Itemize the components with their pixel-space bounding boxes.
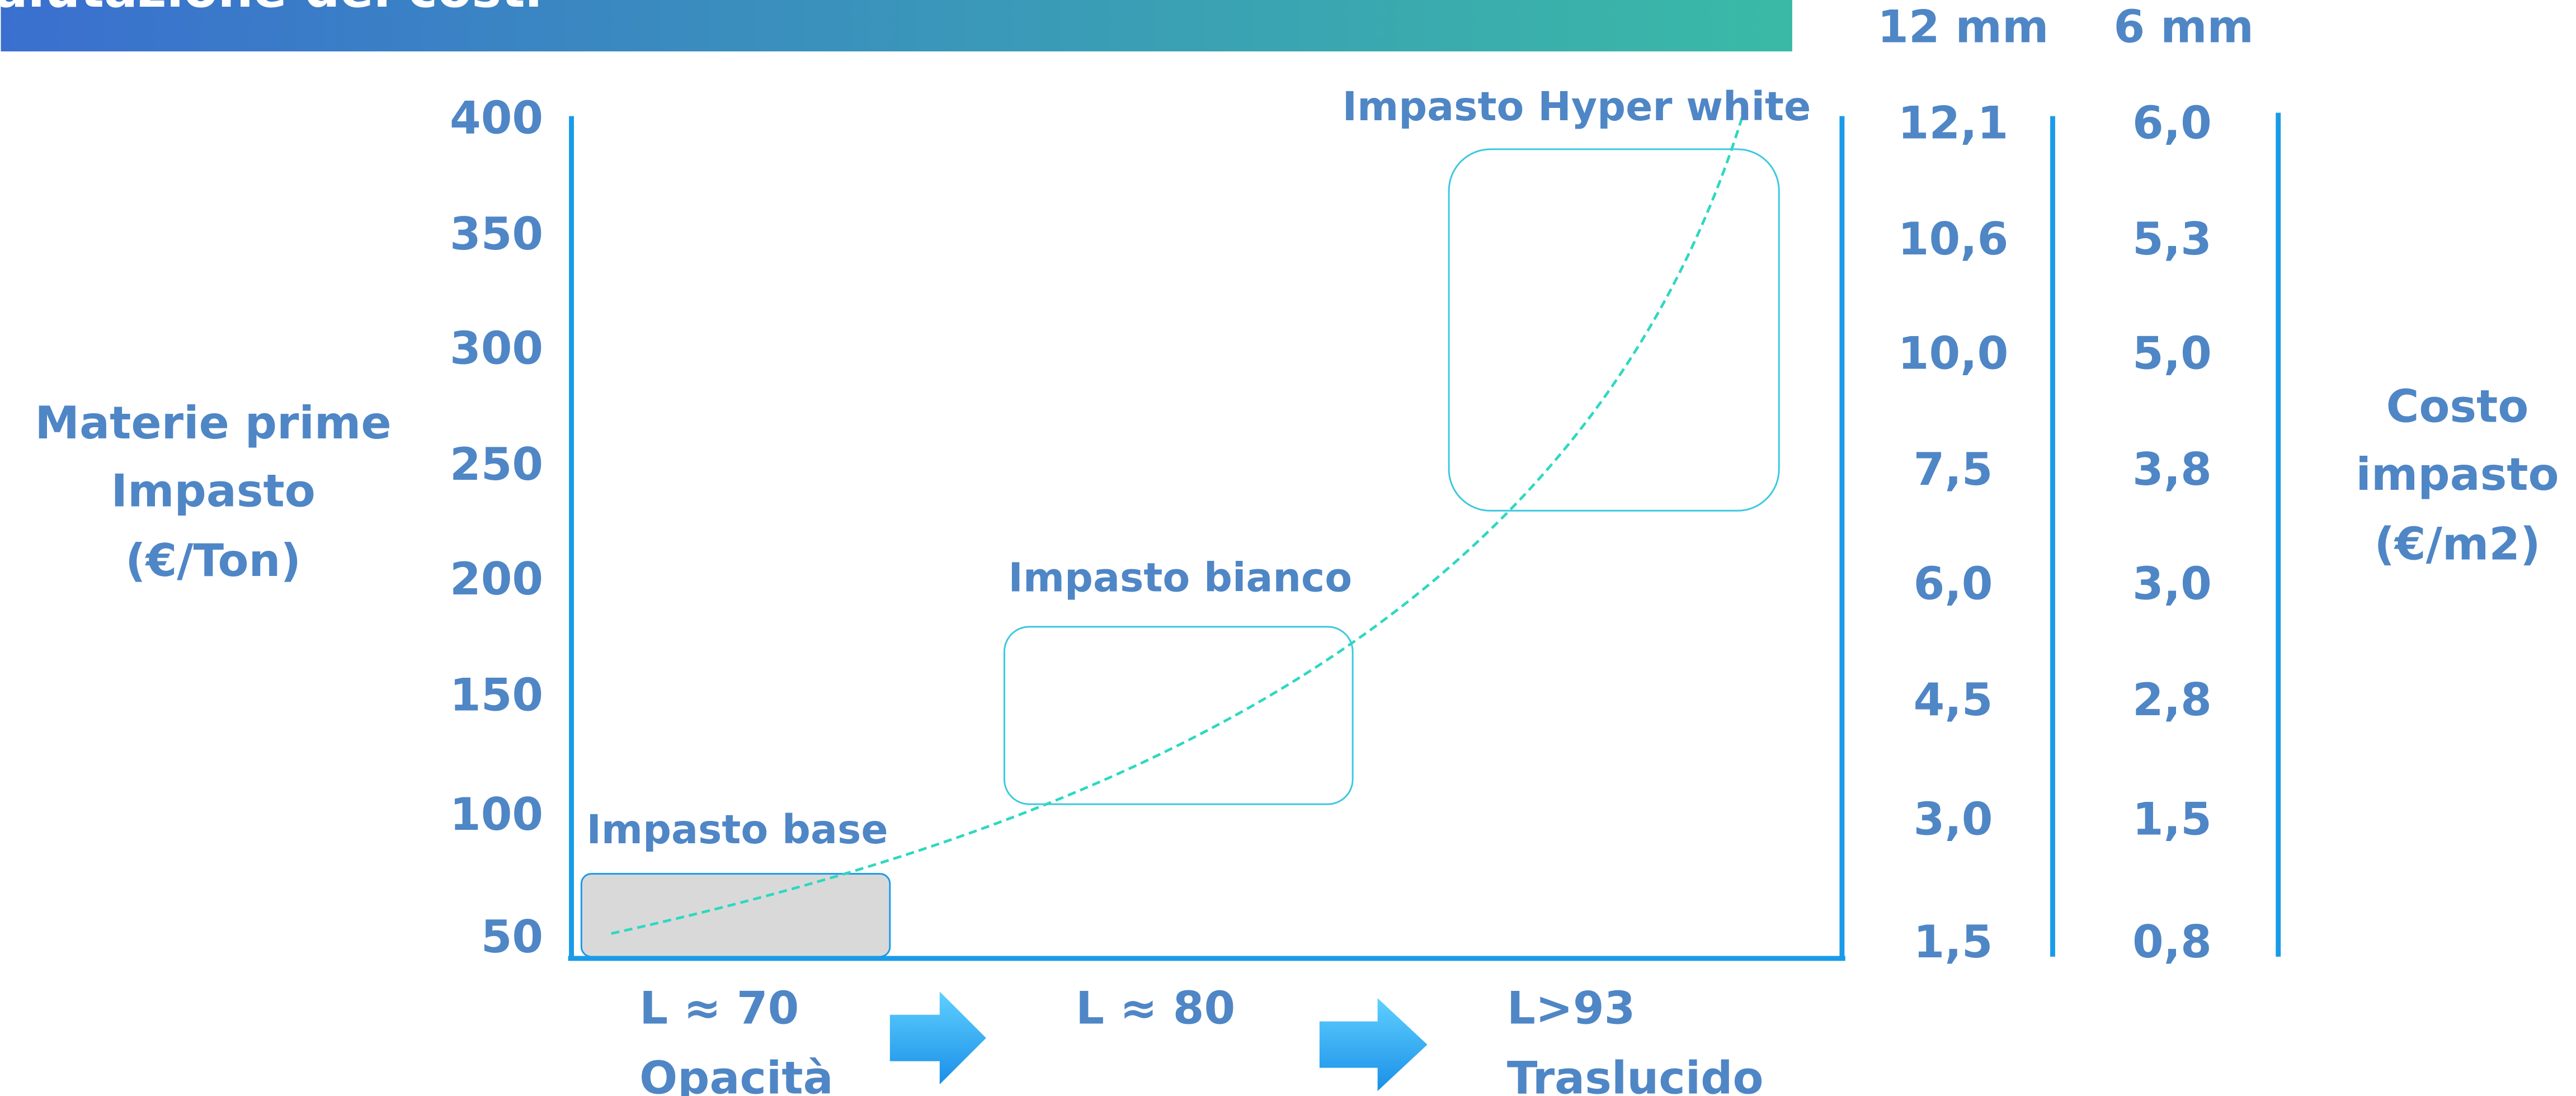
cost-12mm: 10,6 (1898, 213, 2008, 265)
cost-6mm: 6,0 (2132, 97, 2212, 149)
lightness: L>93 (1507, 982, 1635, 1034)
step-label: Opacità (639, 1052, 833, 1096)
column-header: 6 mm (2114, 1, 2254, 53)
y-label: 250 (450, 438, 543, 490)
y-label: 100 (450, 788, 543, 840)
y-label: 300 (450, 323, 543, 375)
cost-12mm: 1,5 (1914, 916, 1993, 968)
lightness: L ≈ 70 (639, 982, 799, 1034)
cost-12mm: 10,0 (1898, 327, 2008, 379)
box-label: Impasto base (586, 806, 888, 853)
cost-6mm: 1,5 (2132, 793, 2212, 845)
y-label: 350 (450, 208, 543, 260)
y-label: 200 (450, 553, 543, 605)
box-label: Impasto bianco (1008, 554, 1352, 601)
right-label: (€/m2) (2374, 518, 2540, 570)
step-label: Traslucido (1507, 1052, 1764, 1096)
y-label: 400 (450, 92, 543, 144)
cost-6mm: 5,0 (2132, 327, 2212, 379)
box-base (580, 873, 891, 958)
cost-12mm: 7,5 (1914, 443, 1993, 495)
y-label: 150 (450, 669, 543, 721)
y-label: 50 (481, 911, 543, 963)
box-bianco (1003, 626, 1354, 805)
right-label: Costo (2386, 380, 2529, 432)
right-label: impasto (2356, 448, 2559, 500)
trend-curve (611, 115, 1744, 935)
cost-12mm: 4,5 (1914, 674, 1993, 726)
title-banner (1, 0, 1792, 51)
arrow (1319, 998, 1428, 1092)
left-label: Materie prime (35, 397, 391, 449)
cost-6mm: 3,0 (2132, 558, 2212, 610)
left-label: Impasto (111, 465, 315, 517)
box-hyper (1448, 148, 1780, 512)
cost-6mm: 2,8 (2132, 674, 2212, 726)
arrow (889, 991, 986, 1085)
column-header: 12 mm (1877, 1, 2048, 53)
cost-12mm: 12,1 (1898, 97, 2008, 149)
title: alutazione dei costi (0, 0, 542, 18)
cost-12mm: 3,0 (1914, 793, 1993, 845)
cost-12mm: 6,0 (1914, 558, 1993, 610)
lightness: L ≈ 80 (1076, 982, 1235, 1034)
cost-6mm: 3,8 (2132, 443, 2212, 495)
left-label: (€/Ton) (125, 535, 301, 587)
cost-6mm: 5,3 (2132, 213, 2212, 265)
cost-6mm: 0,8 (2132, 916, 2212, 968)
box-label: Impasto Hyper white (1343, 83, 1811, 130)
